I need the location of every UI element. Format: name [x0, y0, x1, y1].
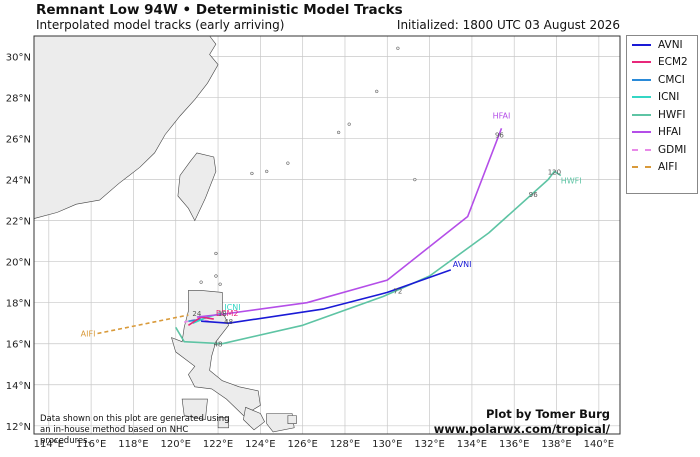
small-island: [250, 171, 254, 176]
lat-tick-label: 14°N: [6, 381, 31, 392]
lon-tick-label: 136°E: [499, 439, 529, 450]
legend-item-hfai: HFAI: [627, 124, 697, 142]
legend-label: ECM2: [658, 56, 688, 69]
map-frame: [33, 35, 621, 435]
lat-tick-label: 20°N: [6, 258, 31, 269]
lat-tick-label: 24°N: [6, 176, 31, 187]
legend-swatch: [632, 61, 651, 64]
lon-tick-label: 126°E: [287, 439, 317, 450]
small-island: [336, 130, 341, 135]
lon-tick-label: 132°E: [414, 439, 444, 450]
legend-item-avni: AVNI: [627, 36, 697, 54]
forecast-hour-label: 48: [214, 341, 223, 349]
legend-label: GDMI: [658, 143, 687, 156]
island-masbate: [243, 406, 265, 431]
forecast-hour-label: 72: [393, 287, 402, 295]
track-label-avni: AVNI: [453, 260, 472, 269]
lon-tick-label: 118°E: [118, 439, 148, 450]
lon-tick-label: 138°E: [541, 439, 571, 450]
data-note: Data shown on this plot are generated us…: [40, 414, 240, 447]
track-labels: AIFIICNIECM2AVNIHWFIHFAI1848729612096244…: [81, 111, 582, 348]
model-tracks: [97, 128, 562, 345]
small-island: [286, 161, 290, 165]
forecast-hour-label: 120: [548, 168, 561, 176]
lat-tick-label: 12°N: [6, 422, 31, 433]
lat-tick-label: 26°N: [6, 135, 31, 146]
legend-swatch: [632, 43, 651, 46]
legend-label: ICNI: [658, 91, 680, 104]
legend-item-gdmi: GDMI: [627, 141, 697, 159]
legend-swatch: [632, 148, 651, 151]
track-hfai: [196, 128, 503, 318]
small-island: [413, 177, 417, 182]
forecast-hour-label: 24: [192, 310, 201, 318]
legend-label: HFAI: [658, 126, 682, 139]
lat-tick-label: 22°N: [6, 217, 31, 228]
track-aifi: [97, 314, 189, 335]
lat-tick-label: 30°N: [6, 53, 31, 64]
legend-swatch: [632, 113, 651, 116]
island-panay: [217, 417, 229, 429]
island-small-east: [287, 415, 297, 425]
forecast-hour-label: 18: [218, 310, 227, 318]
island-mindoro: [181, 398, 208, 420]
track-label-hwfi: HWFI: [561, 177, 582, 186]
legend-swatch: [632, 166, 651, 169]
forecast-hour-label: 48: [224, 318, 233, 326]
track-avni: [201, 269, 452, 324]
axis-ticks: 114°E 116°E 118°E 120°E 122°E 124°E 126°E 128°E…: [6, 53, 614, 450]
credit-url[interactable]: www.polarwx.com/tropical/: [433, 422, 610, 436]
legend-label: AVNI: [658, 38, 683, 51]
lon-tick-label: 134°E: [457, 439, 487, 450]
lon-tick-label: 128°E: [330, 439, 360, 450]
track-label-aifi: AIFI: [81, 329, 96, 338]
track-gdmi: [184, 318, 210, 323]
lat-tick-label: 16°N: [6, 340, 31, 351]
track-label-ecm2: ECM2: [216, 309, 239, 318]
legend-item-hwfi: HWFI: [627, 106, 697, 124]
legend-swatch: [632, 131, 651, 134]
mainland-china: [33, 35, 219, 219]
small-island: [199, 280, 203, 284]
legend-item-ecm2: ECM2: [627, 54, 697, 72]
small-island: [265, 169, 269, 174]
lon-tick-label: 140°E: [584, 439, 614, 450]
legend-label: CMCI: [658, 73, 685, 86]
small-island: [214, 251, 218, 256]
track-label-hfai: HFAI: [493, 111, 511, 120]
lon-tick-label: 116°E: [76, 439, 106, 450]
taiwan: [177, 152, 217, 222]
lat-tick-label: 28°N: [6, 94, 31, 105]
legend-item-icni: ICNI: [627, 89, 697, 107]
legend-swatch: [632, 96, 651, 99]
track-label-icni: ICNI: [224, 303, 240, 312]
initialized-time: Initialized: 1800 UTC 03 August 2026: [396, 18, 620, 32]
lon-tick-label: 122°E: [203, 439, 233, 450]
lon-tick-label: 114°E: [34, 439, 64, 450]
credit-author: Plot by Tomer Burg: [485, 407, 610, 421]
small-island: [214, 274, 218, 278]
chart-title: Remnant Low 94W • Deterministic Model Tr…: [36, 2, 403, 18]
legend-item-aifi: AIFI: [627, 159, 697, 177]
small-island: [375, 89, 379, 94]
lon-tick-label: 130°E: [372, 439, 402, 450]
chart-subtitle: Interpolated model tracks (early arrivin…: [36, 18, 285, 32]
small-island: [218, 282, 222, 286]
data-note-line2: an in-house method based on NHC procedur…: [40, 425, 189, 446]
forecast-hour-label: 96: [495, 131, 504, 139]
legend-swatch: [632, 78, 651, 81]
lat-tick-label: 18°N: [6, 299, 31, 310]
legend-label: HWFI: [658, 108, 686, 121]
lon-tick-label: 120°E: [161, 439, 191, 450]
legend: AVNI ECM2 CMCI ICNI HWFI HFAI GDMI AIFI: [626, 35, 698, 194]
forecast-hour-label: 96: [529, 191, 538, 199]
small-island: [396, 46, 400, 50]
island-samar: [266, 413, 295, 433]
small-island: [347, 122, 351, 126]
lon-tick-label: 124°E: [245, 439, 275, 450]
legend-label: AIFI: [658, 161, 678, 174]
legend-item-cmci: CMCI: [627, 71, 697, 89]
data-note-line1: Data shown on this plot are generated us…: [40, 414, 230, 424]
